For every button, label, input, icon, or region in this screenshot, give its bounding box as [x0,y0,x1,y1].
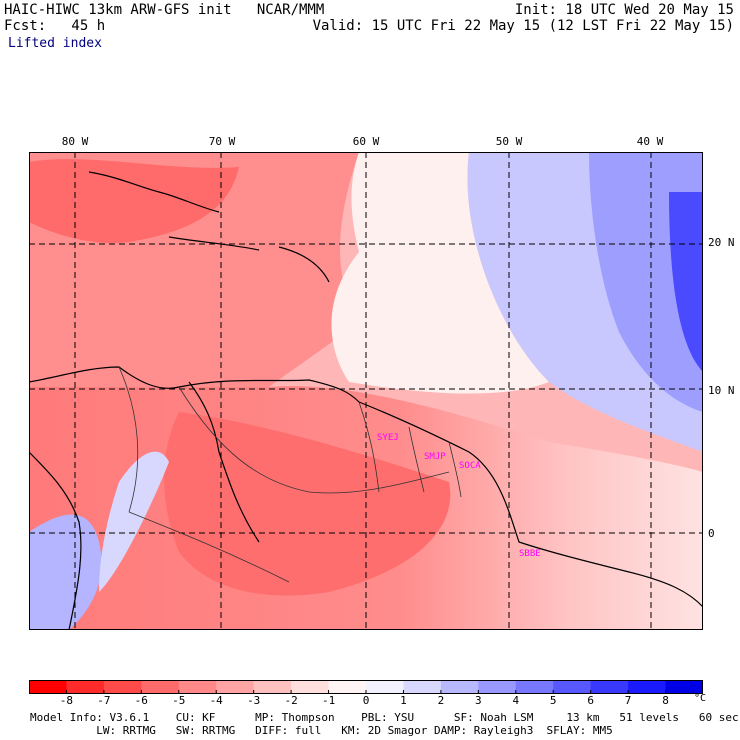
colorbar-swatch [440,680,479,694]
colorbar-swatch [103,680,142,694]
colorbar-swatch [515,680,554,694]
atlantic-stable-max [669,192,703,372]
andes-stable [99,451,169,592]
colorbar-swatches [29,680,703,694]
colorbar-swatch [590,680,629,694]
colorbar [29,680,703,694]
lon-label-60w: 60 W [352,135,380,148]
colorbar-tick-label: -2 [284,694,298,707]
colorbar-tick-label: 2 [437,694,445,707]
lon-label-50w: 50 W [495,135,523,148]
colorbar-tick-label: -5 [172,694,186,707]
lat-label-0: 0 [708,527,715,540]
lon-label-40w: 40 W [636,135,664,148]
colorbar-swatch [291,680,330,694]
pacific-stable [29,514,102,630]
lat-label-20n: 20 N [708,236,735,249]
colorbar-tick-label: -6 [134,694,148,707]
amazon-instability [164,412,451,596]
colorbar-swatch [553,680,592,694]
map-frame [29,152,703,630]
country-borders [118,366,462,583]
init-time: Init: 18 UTC Wed 20 May 15 [514,2,734,18]
colorbar-tick-label: 7 [624,694,632,707]
colorbar-tick-label: 3 [474,694,482,707]
colorbar-swatch [628,680,667,694]
colorbar-tick-label: 4 [512,694,520,707]
coastlines [29,171,703,630]
station-label-syej: SYEJ [377,433,399,443]
colorbar-unit: °C [693,693,707,704]
lifted-index-map: SYEJ SMJP SOCA SBBE [29,152,703,630]
colorbar-swatch [366,680,404,694]
station-label-smjp: SMJP [424,452,446,462]
colorbar-tick-label: 1 [400,694,407,707]
colorbar-tick-label: 6 [587,694,594,707]
colorbar-tick-label: -7 [97,694,111,707]
colorbar-swatch [178,680,217,694]
colorbar-swatch [141,680,180,694]
colorbar-tick-label: 0 [362,694,370,707]
colorbar-tick-label: -1 [321,694,336,707]
model-info-line2: LW: RRTMG SW: RRTMG DIFF: full KM: 2D Sm… [30,724,613,737]
colorbar-tick-label: -4 [209,694,223,707]
lon-label-70w: 70 W [208,135,236,148]
station-label-soca: SOCA [459,461,481,471]
colorbar-swatch [66,680,105,694]
graticule [29,152,703,630]
field-name: Lifted index [8,36,102,51]
station-label-sbbe: SBBE [519,549,541,559]
colorbar-tick-label: 8 [662,694,669,707]
valid-time: Valid: 15 UTC Fri 22 May 15 (12 LST Fri … [312,18,734,34]
colorbar-swatch [253,680,292,694]
model-info-line1: Model Info: V3.6.1 CU: KF MP: Thompson P… [30,711,739,724]
colorbar-swatch [29,680,67,694]
atlantic-stable-band [331,152,549,394]
colorbar-swatch [478,680,517,694]
lon-label-80w: 80 W [61,135,89,148]
lat-label-10n: 10 N [708,384,735,397]
run-title: HAIC-HIWC 13km ARW-GFS init NCAR/MMM [4,2,325,18]
colorbar-swatch [403,680,442,694]
colorbar-frame [29,680,703,694]
colorbar-swatch [328,680,367,694]
colorbar-tick-label: -8 [59,694,74,707]
forecast-hour: Fcst: 45 h [4,18,106,34]
greater-antilles-instability [29,159,239,243]
colorbar-swatch [216,680,255,694]
colorbar-swatch [665,680,703,694]
colorbar-tick-label: 5 [549,694,557,707]
colorbar-tick-label: -3 [247,694,261,707]
